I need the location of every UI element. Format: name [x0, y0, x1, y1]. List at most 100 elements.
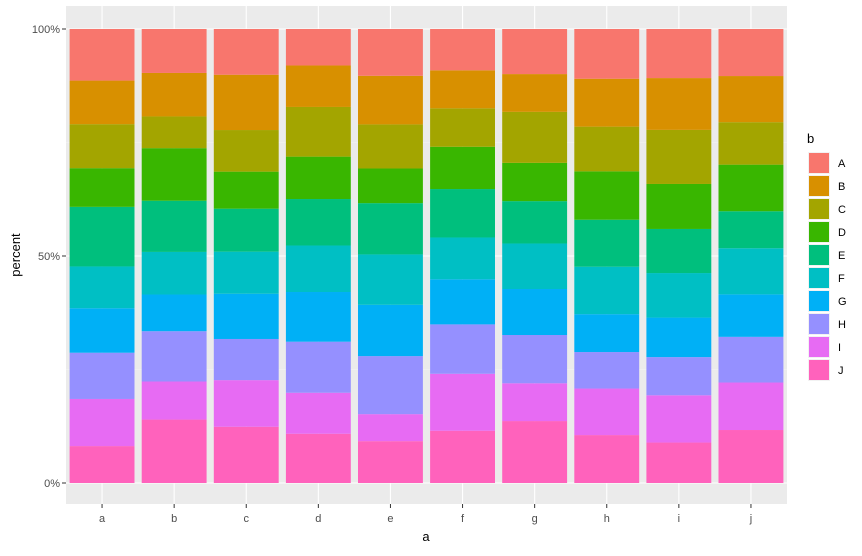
- legend-label: F: [838, 273, 845, 285]
- bar-segment-g-I: [502, 383, 568, 422]
- bar-segment-a-I: [69, 398, 135, 447]
- bar-segment-i-A: [646, 29, 712, 79]
- x-axis-title: a: [422, 529, 430, 544]
- bar-segment-b-B: [141, 72, 207, 117]
- bar-segment-b-D: [141, 148, 207, 201]
- y-axis: 0% 50% 100%: [32, 24, 66, 490]
- bar-segment-e-E: [358, 203, 423, 255]
- bar-segment-h-H: [574, 352, 640, 389]
- bar-segment-a-G: [69, 308, 135, 353]
- bar-segment-e-H: [358, 356, 423, 415]
- bar-segment-b-A: [141, 29, 207, 73]
- bar-segment-j-H: [718, 336, 784, 383]
- bar-segment-c-C: [213, 130, 279, 172]
- legend-swatch-H: [809, 314, 829, 334]
- bar-segment-b-H: [141, 331, 207, 382]
- bar-segment-f-C: [430, 108, 495, 147]
- legend-label: E: [838, 250, 845, 262]
- bar-segment-f-H: [430, 324, 495, 374]
- y-axis-title: percent: [8, 233, 23, 277]
- bar-segment-j-D: [718, 164, 784, 212]
- bar-segment-e-G: [358, 304, 423, 357]
- bar-segment-j-I: [718, 382, 784, 431]
- bar-segment-c-E: [213, 208, 279, 252]
- bar-segment-i-F: [646, 273, 712, 318]
- bar-segment-a-E: [69, 206, 135, 267]
- bar-segment-c-H: [213, 338, 279, 381]
- bar-segment-i-J: [646, 442, 712, 483]
- bar-segment-a-F: [69, 266, 135, 309]
- bar-segment-f-A: [430, 29, 495, 71]
- bar-segment-g-C: [502, 111, 568, 163]
- legend-swatch-F: [809, 268, 829, 288]
- bar-segment-e-F: [358, 254, 423, 305]
- bar-segment-d-F: [285, 245, 351, 293]
- bar-segment-a-B: [69, 80, 135, 125]
- bar-segment-b-I: [141, 381, 207, 420]
- legend-label: B: [838, 181, 845, 193]
- bar-segment-j-F: [718, 248, 784, 295]
- bar-segment-a-C: [69, 124, 135, 169]
- bar-segment-d-C: [285, 106, 351, 157]
- x-tick-label: c: [244, 513, 250, 525]
- bar-segment-i-G: [646, 317, 712, 358]
- bar-segment-g-H: [502, 335, 568, 384]
- bar-segment-g-J: [502, 421, 568, 483]
- legend-swatch-C: [809, 199, 829, 219]
- bar-segment-b-F: [141, 251, 207, 295]
- legend-swatch-G: [809, 291, 829, 311]
- x-tick-label: d: [315, 513, 321, 525]
- bar-segment-d-A: [285, 29, 351, 66]
- bar-segment-h-G: [574, 314, 640, 353]
- bar-segment-c-D: [213, 171, 279, 209]
- legend-swatch-E: [809, 245, 829, 265]
- bar-segment-i-I: [646, 395, 712, 443]
- bar-segment-f-B: [430, 70, 495, 109]
- bar-segment-i-H: [646, 357, 712, 396]
- x-tick-label: g: [532, 513, 538, 525]
- bar-segment-e-B: [358, 75, 423, 125]
- bar-segment-d-D: [285, 156, 351, 200]
- y-tick-label: 50%: [38, 251, 60, 263]
- y-tick-label: 0%: [44, 478, 60, 490]
- legend-swatch-I: [809, 337, 829, 357]
- bar-segment-f-F: [430, 237, 495, 280]
- bar-segment-f-I: [430, 373, 495, 431]
- x-tick-label: e: [387, 513, 393, 525]
- bar-segment-g-G: [502, 289, 568, 336]
- legend-label: I: [838, 342, 841, 354]
- legend-label: C: [838, 204, 846, 216]
- x-tick-label: b: [171, 513, 177, 525]
- legend-label: D: [838, 227, 846, 239]
- bar-segment-i-C: [646, 129, 712, 184]
- bar-segment-b-G: [141, 294, 207, 332]
- x-axis: a b c d e f g h i j: [99, 504, 752, 525]
- bar-segment-h-I: [574, 388, 640, 436]
- bar-segment-c-A: [213, 29, 279, 75]
- bar-segment-f-D: [430, 146, 495, 190]
- bar-segment-a-A: [69, 29, 135, 81]
- bar-segment-c-G: [213, 293, 279, 339]
- bar-segment-j-C: [718, 122, 784, 165]
- bar-segment-e-I: [358, 414, 423, 442]
- legend-swatch-J: [809, 360, 829, 380]
- x-tick-label: h: [604, 513, 610, 525]
- bar-segment-j-G: [718, 294, 784, 337]
- bar-segment-g-D: [502, 162, 568, 202]
- bar-segment-d-G: [285, 292, 351, 342]
- bar-segment-e-D: [358, 168, 423, 204]
- bar-segment-e-C: [358, 124, 423, 169]
- x-tick-label: f: [461, 513, 465, 525]
- bar-segment-f-G: [430, 279, 495, 325]
- bar-segment-c-I: [213, 380, 279, 427]
- bar-segment-a-H: [69, 352, 135, 399]
- bar-segment-i-E: [646, 228, 712, 274]
- bar-segment-h-D: [574, 171, 640, 220]
- bar-segment-i-D: [646, 183, 712, 229]
- legend-title: b: [807, 131, 814, 146]
- bar-segment-h-J: [574, 435, 640, 483]
- bar-segment-h-A: [574, 29, 640, 79]
- bars: [69, 29, 784, 483]
- bar-segment-j-J: [718, 430, 784, 483]
